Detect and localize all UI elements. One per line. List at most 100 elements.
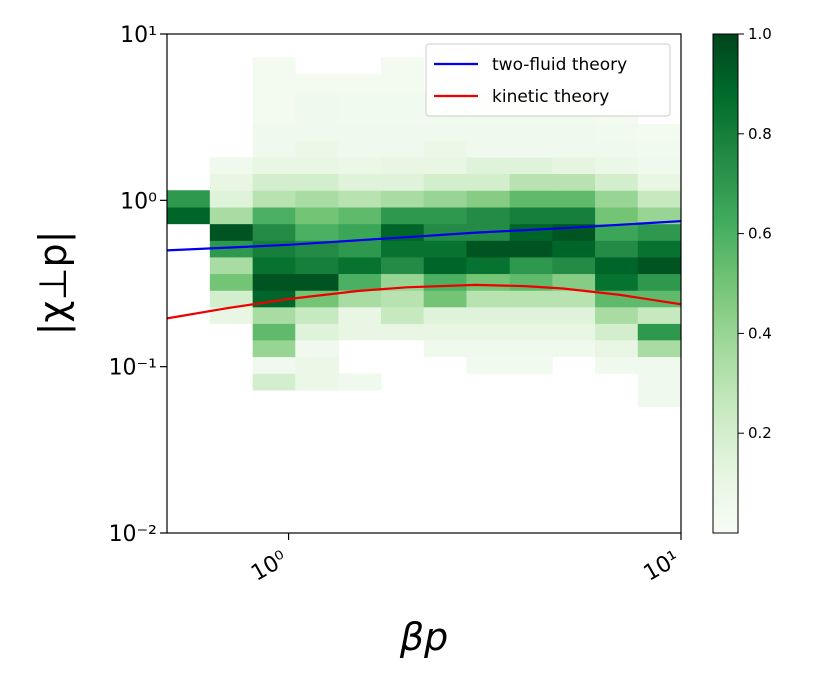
heatmap-cell	[466, 140, 511, 158]
heatmap-cell	[595, 173, 639, 191]
heatmap-cell	[637, 190, 681, 208]
heatmap-cell	[381, 123, 425, 141]
heatmap-cell	[381, 107, 425, 125]
heatmap-cell	[338, 273, 382, 291]
heatmap-cell	[552, 306, 596, 324]
heatmap-cell	[295, 73, 339, 92]
heatmap-cell	[252, 57, 296, 75]
heatmap-cell	[552, 240, 596, 258]
heatmap-cell	[252, 157, 296, 174]
heatmap-cell	[552, 323, 596, 341]
heatmap-cell	[466, 190, 511, 208]
heatmap-cell	[637, 323, 681, 341]
heatmap-cell	[509, 123, 553, 141]
heatmap-cell	[381, 206, 425, 225]
heatmap-cell	[209, 273, 254, 291]
heatmap-cell	[295, 90, 339, 108]
heatmap-cell	[338, 157, 382, 174]
heatmap-cell	[252, 173, 296, 191]
heatmap-cell	[637, 240, 681, 258]
x-axis-label: βp	[399, 615, 448, 659]
heatmap-cell	[509, 339, 553, 358]
heatmap-cell	[509, 223, 553, 241]
heatmap-cell	[252, 123, 296, 141]
heatmap-cell	[552, 140, 596, 158]
heatmap-cell	[338, 206, 382, 225]
y-tick-label: 10⁻²	[109, 522, 157, 547]
heatmap-cell	[338, 107, 382, 125]
heatmap-cell	[423, 290, 467, 308]
heatmap-cell	[466, 290, 511, 308]
heatmap-cell	[466, 157, 511, 174]
plot-frame	[166, 33, 682, 534]
heatmap-cell	[552, 123, 596, 141]
heatmap-cell	[595, 306, 639, 324]
heatmap-cell	[595, 356, 639, 374]
heatmap-cell	[423, 339, 467, 358]
y-axis-label: |χ⊥p|	[31, 231, 76, 336]
colorbar-tick-label: 0.8	[748, 125, 772, 143]
heatmap-cell	[637, 356, 681, 374]
heatmap-cell	[252, 107, 296, 125]
heatmap-cell	[466, 273, 511, 291]
heatmap-cell	[423, 206, 467, 225]
heatmap-cell	[381, 256, 425, 275]
heatmap-cell	[209, 240, 254, 258]
heatmap-cell	[167, 206, 211, 225]
heatmap-cell	[595, 123, 639, 141]
heatmap-cell	[295, 157, 339, 174]
heatmap-cell	[381, 323, 425, 341]
heatmap-cell	[423, 223, 467, 241]
heatmap-cell	[252, 373, 296, 391]
heatmap-cell	[295, 190, 339, 208]
heatmap-cell	[252, 140, 296, 158]
heatmap-cell	[466, 206, 511, 225]
x-tick-label: 10¹	[640, 547, 684, 587]
heatmap-cell	[595, 157, 639, 174]
heatmap-cell	[509, 157, 553, 174]
heatmap-cell	[338, 223, 382, 241]
legend: two-fluid theory kinetic theory	[425, 43, 671, 117]
heatmap-cell	[637, 373, 681, 391]
colorbar-tick-label: 0.4	[748, 324, 772, 342]
y-tick-label: 10⁰	[120, 189, 157, 214]
heatmap-cell	[252, 256, 296, 275]
heatmap-cell	[595, 323, 639, 341]
heatmap-cell	[637, 157, 681, 174]
series-line	[167, 283, 681, 320]
heatmap-cell	[466, 323, 511, 341]
heatmap-cell	[381, 57, 425, 75]
colorbar-tick-label: 0.6	[748, 225, 772, 243]
heatmap-cell	[209, 206, 254, 225]
heatmap-cell	[552, 190, 596, 208]
heatmap-cell	[637, 140, 681, 158]
colorbar	[712, 33, 739, 534]
heatmap-cell	[252, 90, 296, 108]
heatmap-cell	[381, 306, 425, 324]
heatmap-cell	[295, 173, 339, 191]
heatmap-cell	[167, 190, 211, 208]
heatmap-cell	[209, 157, 254, 174]
heatmap-cell	[466, 356, 511, 374]
heatmap-cell	[252, 356, 296, 374]
heatmap-cell	[552, 256, 596, 275]
heatmap-cell	[338, 190, 382, 208]
heatmap-cell	[509, 323, 553, 341]
heatmap-cell	[209, 190, 254, 208]
heatmap-cell	[509, 206, 553, 225]
heatmap-cell	[423, 190, 467, 208]
legend-label: kinetic theory	[492, 87, 609, 107]
heatmap-cell	[637, 273, 681, 291]
heatmap-cell	[595, 223, 639, 241]
heatmap-cell	[295, 223, 339, 241]
heatmap-cell	[295, 323, 339, 341]
heatmap-cell	[509, 256, 553, 275]
heatmap-cell	[637, 306, 681, 324]
heatmap-cell	[637, 389, 681, 408]
heatmap-cell	[381, 90, 425, 108]
heatmap-cell	[381, 157, 425, 174]
heatmap-cell	[295, 123, 339, 141]
heatmap-cell	[209, 173, 254, 191]
heatmap-cell	[552, 273, 596, 291]
